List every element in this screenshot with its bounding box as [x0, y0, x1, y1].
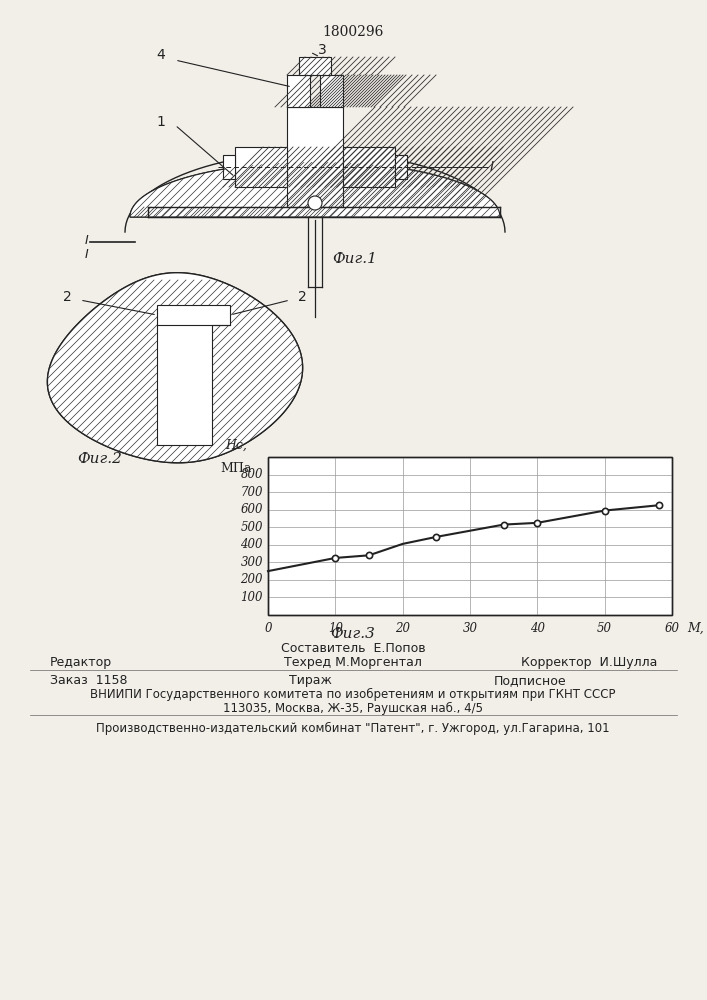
Text: 800: 800 [240, 468, 263, 481]
Text: 500: 500 [240, 521, 263, 534]
Polygon shape [157, 305, 230, 445]
Bar [268, 457, 672, 615]
Bar [395, 155, 407, 179]
Text: Редактор: Редактор [50, 656, 112, 669]
Text: 300: 300 [240, 556, 263, 569]
Polygon shape [47, 273, 303, 463]
Text: 600: 600 [240, 503, 263, 516]
Bar [235, 147, 287, 187]
Text: 200: 200 [240, 573, 263, 586]
Text: 113035, Москва, Ж-35, Раушская наб., 4/5: 113035, Москва, Ж-35, Раушская наб., 4/5 [223, 702, 483, 715]
Text: 700: 700 [240, 486, 263, 499]
Text: 50: 50 [597, 622, 612, 635]
Polygon shape [130, 162, 500, 217]
Text: Фиг.2: Фиг.2 [78, 452, 122, 466]
Text: 1800296: 1800296 [322, 25, 384, 39]
Text: ВНИИПИ Государственного комитета по изобретениям и открытиям при ГКНТ СССР: ВНИИПИ Государственного комитета по изоб… [90, 688, 616, 701]
Text: I: I [84, 247, 88, 260]
Text: 2: 2 [298, 290, 307, 304]
Text: Заказ  1158: Заказ 1158 [50, 674, 127, 687]
Text: Hс,: Hс, [225, 439, 247, 452]
Text: 30: 30 [462, 622, 477, 635]
Text: 2: 2 [63, 290, 72, 304]
Bar [148, 207, 500, 217]
Bar [223, 155, 235, 179]
Text: I: I [84, 234, 88, 247]
Bar [320, 75, 343, 107]
Text: 4: 4 [156, 48, 165, 62]
Text: M, Н·м: M, Н·м [687, 622, 707, 635]
Circle shape [308, 196, 322, 210]
Text: 100: 100 [240, 591, 263, 604]
Text: Производственно-издательский комбинат "Патент", г. Ужгород, ул.Гагарина, 101: Производственно-издательский комбинат "П… [96, 722, 610, 735]
Polygon shape [47, 273, 303, 463]
Bar [343, 147, 395, 187]
Text: Техред М.Моргентал: Техред М.Моргентал [284, 656, 422, 669]
Text: Подписное: Подписное [493, 674, 566, 687]
Bar [299, 57, 331, 75]
Text: 3: 3 [318, 43, 327, 57]
Text: 10: 10 [328, 622, 343, 635]
Bar [287, 75, 310, 107]
Text: МПа: МПа [221, 462, 252, 475]
Bar [268, 457, 672, 615]
Text: 20: 20 [395, 622, 410, 635]
Bar [287, 107, 343, 207]
Text: Тираж: Тираж [288, 674, 332, 687]
Text: 400: 400 [240, 538, 263, 551]
Text: Корректор  И.Шулла: Корректор И.Шулла [520, 656, 657, 669]
Text: 40: 40 [530, 622, 545, 635]
Text: I: I [490, 160, 494, 174]
Text: 0: 0 [264, 622, 271, 635]
Text: Составитель  Е.Попов: Составитель Е.Попов [281, 642, 426, 655]
Text: Фиг.1: Фиг.1 [332, 252, 378, 266]
Text: 1: 1 [156, 115, 165, 129]
Polygon shape [130, 162, 500, 217]
Text: 60: 60 [665, 622, 679, 635]
Text: Фиг.3: Фиг.3 [331, 627, 375, 641]
